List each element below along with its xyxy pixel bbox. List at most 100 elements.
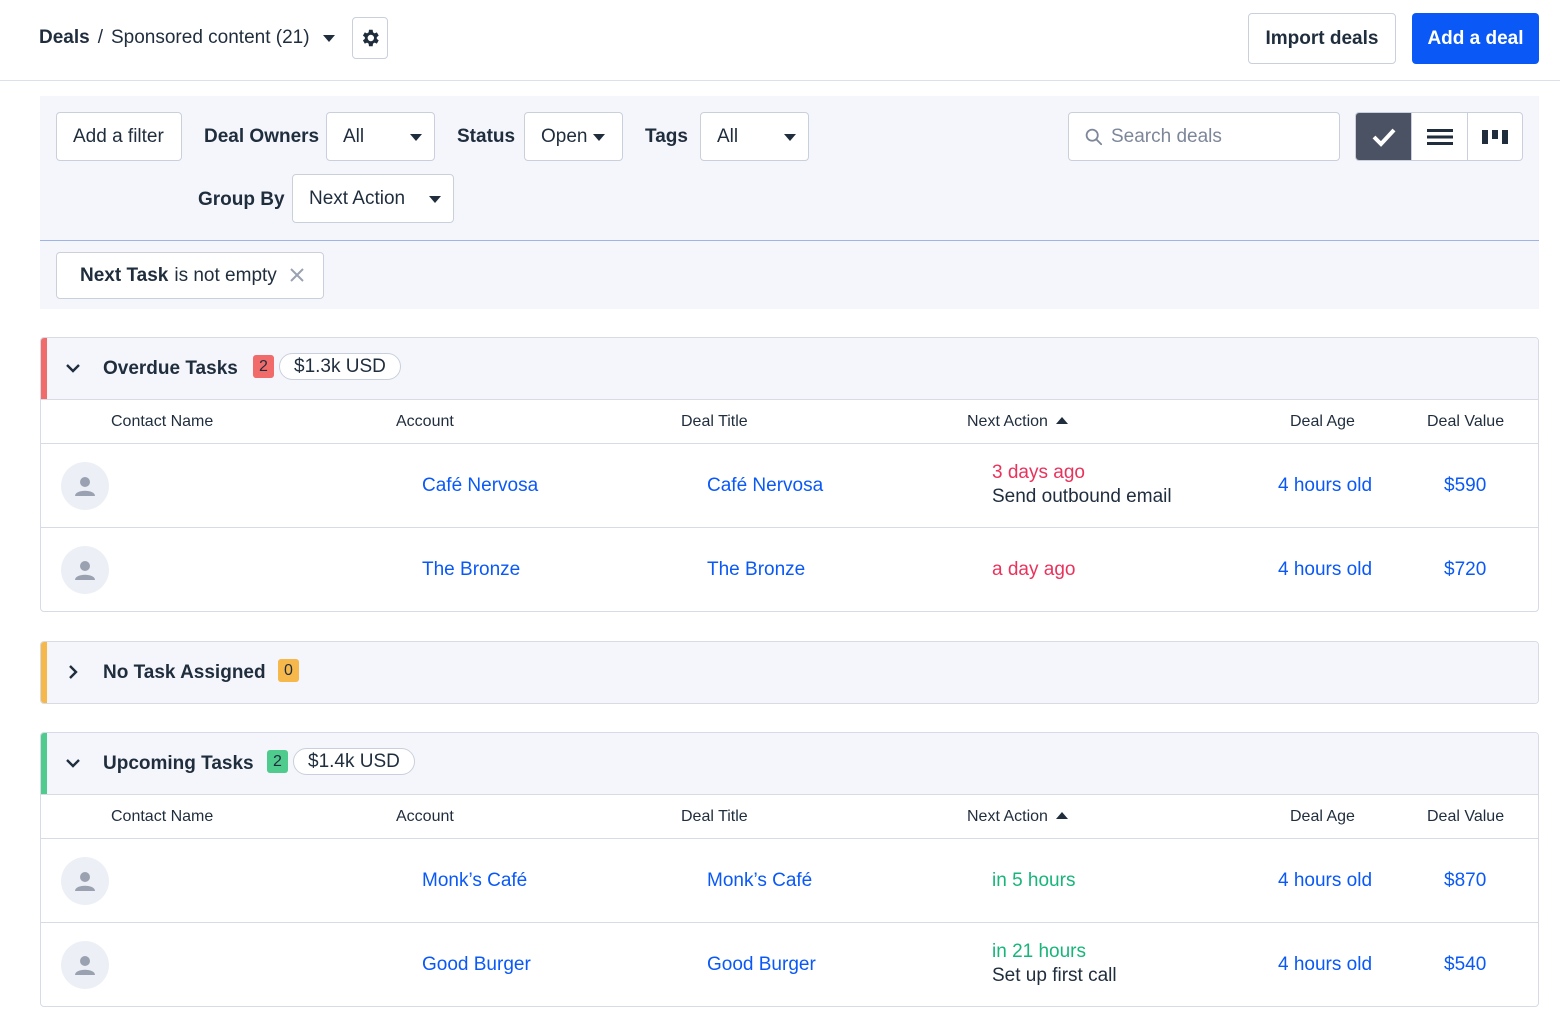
table-row[interactable]: Café Nervosa Café Nervosa 3 days ago Sen… xyxy=(41,444,1538,528)
group-upcoming: Upcoming Tasks 2 $1.4k USD Contact Name … xyxy=(40,732,1539,1007)
chevron-down-icon[interactable] xyxy=(322,34,335,42)
col-account[interactable]: Account xyxy=(396,808,454,825)
group-title: Overdue Tasks xyxy=(103,357,238,379)
next-action-when: in 5 hours xyxy=(992,870,1076,891)
column-headers: Contact Name Account Deal Title Next Act… xyxy=(41,400,1538,444)
group-overdue: Overdue Tasks 2 $1.3k USD Contact Name A… xyxy=(40,337,1539,612)
sort-asc-icon xyxy=(1055,812,1068,819)
avatar xyxy=(61,462,109,510)
breadcrumb-root[interactable]: Deals xyxy=(39,27,90,48)
total-pill: $1.4k USD xyxy=(293,748,415,775)
import-deals-button[interactable]: Import deals xyxy=(1248,13,1396,64)
next-action-when: 3 days ago xyxy=(992,462,1085,483)
next-action-task[interactable]: Set up first call xyxy=(992,965,1117,986)
chevron-down-icon xyxy=(410,134,422,141)
avatar-icon xyxy=(75,872,95,891)
status-select[interactable]: Open xyxy=(524,112,623,161)
next-action-cell: in 21 hours Set up first call xyxy=(992,941,1117,987)
board-icon xyxy=(1481,129,1508,144)
account-link[interactable]: Monk’s Café xyxy=(422,870,528,891)
col-next-action[interactable]: Next Action xyxy=(967,808,1068,826)
table-row[interactable]: Good Burger Good Burger in 21 hours Set … xyxy=(41,923,1538,1006)
deal-age[interactable]: 4 hours old xyxy=(1278,559,1373,580)
board-view-button[interactable] xyxy=(1466,113,1522,160)
col-next-action-label: Next Action xyxy=(967,413,1048,430)
chevron-down-icon[interactable] xyxy=(65,755,81,771)
col-title[interactable]: Deal Title xyxy=(681,808,748,825)
chevron-down-icon xyxy=(784,134,796,141)
deal-value[interactable]: $720 xyxy=(1444,559,1487,580)
group-color-bar xyxy=(41,733,47,794)
add-filter-label: Add a filter xyxy=(73,125,164,147)
breadcrumb-current[interactable]: Sponsored content (21) xyxy=(110,27,310,48)
filter-divider xyxy=(40,240,1539,241)
list-icon xyxy=(1426,128,1453,145)
group-color-bar xyxy=(41,642,47,703)
col-title[interactable]: Deal Title xyxy=(681,413,748,430)
next-action-task[interactable]: Send outbound email xyxy=(992,486,1172,507)
account-link[interactable]: Café Nervosa xyxy=(422,475,539,496)
close-icon[interactable] xyxy=(289,267,305,283)
add-filter-button[interactable]: Add a filter xyxy=(56,112,182,161)
deal-value[interactable]: $590 xyxy=(1444,475,1487,496)
active-filter-chip[interactable]: Next Task is not empty xyxy=(56,252,324,299)
status-value: Open xyxy=(541,125,588,147)
settings-button[interactable] xyxy=(352,17,388,59)
list-view-button[interactable] xyxy=(1411,113,1466,160)
account-link[interactable]: The Bronze xyxy=(422,559,521,580)
chevron-down-icon xyxy=(593,134,605,141)
chevron-right-icon[interactable] xyxy=(65,664,81,680)
search-input[interactable] xyxy=(1111,125,1321,148)
next-action-when: a day ago xyxy=(992,559,1076,580)
next-action-cell: 3 days ago Send outbound email xyxy=(992,462,1172,508)
group-header[interactable]: No Task Assigned 0 xyxy=(41,642,1538,703)
deal-age[interactable]: 4 hours old xyxy=(1278,954,1373,975)
deal-age[interactable]: 4 hours old xyxy=(1278,475,1373,496)
account-link[interactable]: Good Burger xyxy=(422,954,531,975)
group-header[interactable]: Upcoming Tasks 2 $1.4k USD xyxy=(41,733,1538,795)
deal-value[interactable]: $870 xyxy=(1444,870,1487,891)
group-by-select[interactable]: Next Action xyxy=(292,174,454,223)
group-header[interactable]: Overdue Tasks 2 $1.3k USD xyxy=(41,338,1538,400)
deal-owners-label: Deal Owners xyxy=(204,126,320,147)
search-deals-field[interactable] xyxy=(1068,112,1340,161)
col-account[interactable]: Account xyxy=(396,413,454,430)
next-action-cell: a day ago xyxy=(992,559,1075,581)
count-badge: 2 xyxy=(267,750,288,773)
group-no-task: No Task Assigned 0 xyxy=(40,641,1539,704)
avatar xyxy=(61,941,109,989)
deal-owners-select[interactable]: All xyxy=(326,112,435,161)
deal-title-link[interactable]: Café Nervosa xyxy=(707,475,824,496)
table-row[interactable]: The Bronze The Bronze a day ago 4 hours … xyxy=(41,528,1538,611)
chevron-down-icon[interactable] xyxy=(65,360,81,376)
filter-panel: Add a filter Deal Owners All Status Open… xyxy=(40,96,1539,309)
deal-title-link[interactable]: The Bronze xyxy=(707,559,806,580)
tasks-view-button[interactable] xyxy=(1356,113,1412,160)
col-age[interactable]: Deal Age xyxy=(1290,808,1355,825)
avatar-icon xyxy=(75,561,95,580)
group-title: Upcoming Tasks xyxy=(103,752,254,774)
deal-age[interactable]: 4 hours old xyxy=(1278,870,1373,891)
gear-icon xyxy=(362,29,379,47)
tags-select[interactable]: All xyxy=(700,112,809,161)
col-age[interactable]: Deal Age xyxy=(1290,413,1355,430)
col-value[interactable]: Deal Value xyxy=(1427,413,1505,430)
chip-field: Next Task xyxy=(80,264,169,286)
col-contact[interactable]: Contact Name xyxy=(111,808,214,825)
count-badge: 0 xyxy=(278,659,299,682)
next-action-when: in 21 hours xyxy=(992,941,1087,962)
deal-title-link[interactable]: Monk’s Café xyxy=(707,870,813,891)
deal-title-link[interactable]: Good Burger xyxy=(707,954,816,975)
breadcrumb[interactable]: Deals / Sponsored content (21) xyxy=(39,27,335,49)
col-next-action[interactable]: Next Action xyxy=(967,413,1068,431)
view-switcher xyxy=(1355,112,1523,161)
next-action-cell: in 5 hours xyxy=(992,870,1075,892)
deal-value[interactable]: $540 xyxy=(1444,954,1487,975)
add-deal-button[interactable]: Add a deal xyxy=(1412,13,1539,64)
table-row[interactable]: Monk’s Café Monk’s Café in 5 hours 4 hou… xyxy=(41,839,1538,923)
tags-value: All xyxy=(717,125,739,147)
breadcrumb-separator: / xyxy=(97,27,103,48)
col-value[interactable]: Deal Value xyxy=(1427,808,1505,825)
col-contact[interactable]: Contact Name xyxy=(111,413,214,430)
col-next-action-label: Next Action xyxy=(967,808,1048,825)
